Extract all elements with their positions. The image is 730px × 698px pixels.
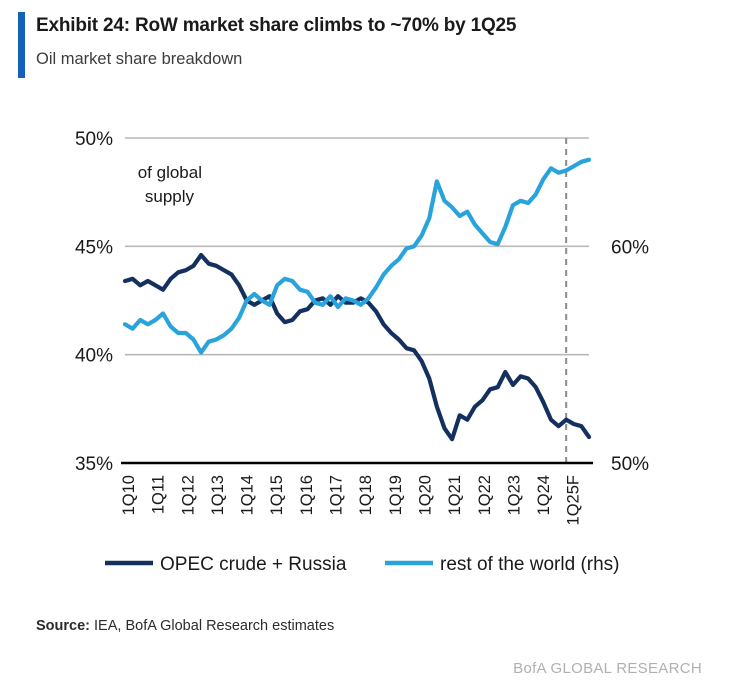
x-axis-labels: 1Q10 1Q11 1Q12 1Q13 1Q14 1Q15 1Q16 1Q17 1Q18 1Q19… <box>120 475 583 525</box>
source-label: Source: <box>36 618 90 634</box>
x-axis-tick-label: 1Q12 <box>179 475 197 515</box>
x-axis-tick-label: 1Q20 <box>416 475 434 515</box>
chart-container: 35% 40% 45% 50% 50% 60% 1Q10 1Q11 1Q12 1Q13 1Q14… <box>0 104 730 604</box>
exhibit-header: Exhibit 24: RoW market share climbs to ~… <box>0 0 730 78</box>
source-text: IEA, BofA Global Research estimates <box>90 618 335 634</box>
x-axis-tick-label: 1Q15 <box>268 475 286 515</box>
x-axis-tick-label: 1Q19 <box>387 475 405 515</box>
series-lines <box>122 157 592 442</box>
x-axis-tick-label: 1Q16 <box>298 475 316 515</box>
x-axis-tick-label: 1Q18 <box>357 475 375 515</box>
legend-label: OPEC crude + Russia <box>160 554 347 575</box>
y-axis-tick-label: 50% <box>75 129 113 150</box>
x-axis-tick-label: 1Q21 <box>446 475 464 515</box>
y-axis-left-labels: 35% 40% 45% 50% <box>75 129 113 475</box>
brand-footer: BofA GLOBAL RESEARCH <box>513 660 702 677</box>
y-axis-tick-label: 40% <box>75 346 113 367</box>
x-axis-tick-label: 1Q10 <box>120 475 138 515</box>
accent-bar <box>18 12 25 78</box>
x-axis-tick-label: 1Q24 <box>535 475 553 515</box>
series-line <box>122 252 592 442</box>
source-note: Source: IEA, BofA Global Research estima… <box>36 618 334 634</box>
title-block: Exhibit 24: RoW market share climbs to ~… <box>36 12 730 70</box>
y2-axis-tick-label: 60% <box>611 237 649 258</box>
y2-axis-tick-label: 50% <box>611 454 649 475</box>
legend-label: rest of the world (rhs) <box>440 554 620 575</box>
x-axis-tick-label: 1Q13 <box>209 475 227 515</box>
y-axis-tick-label: 45% <box>75 237 113 258</box>
series-line <box>122 157 592 355</box>
x-axis-tick-label: 1Q17 <box>328 475 346 515</box>
x-axis-tick-label: 1Q11 <box>150 475 168 514</box>
x-axis-tick-label: 1Q25F <box>565 475 583 525</box>
chart-legend: OPEC crude + Russia rest of the world (rh… <box>105 554 620 575</box>
plot-annotation: of global supply <box>138 163 202 206</box>
y-axis-tick-label: 35% <box>75 454 113 475</box>
annotation-line-2: supply <box>145 187 195 206</box>
annotation-line-1: of global <box>138 163 202 182</box>
x-axis-tick-label: 1Q23 <box>505 475 523 515</box>
y-axis-right-labels: 50% 60% <box>611 237 649 475</box>
x-axis-tick-label: 1Q22 <box>476 475 494 515</box>
page-title: Exhibit 24: RoW market share climbs to ~… <box>36 15 517 36</box>
x-axis-tick-label: 1Q14 <box>239 475 257 515</box>
page-subtitle: Oil market share breakdown <box>36 50 243 68</box>
line-chart: 35% 40% 45% 50% 50% 60% 1Q10 1Q11 1Q12 1Q13 1Q14… <box>75 129 649 575</box>
